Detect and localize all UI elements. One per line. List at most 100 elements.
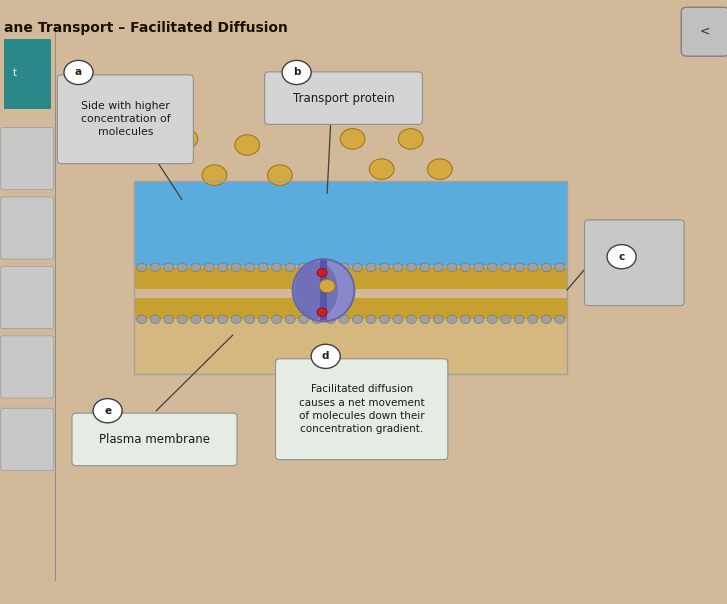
Circle shape: [406, 263, 417, 272]
Circle shape: [528, 263, 538, 272]
Text: <: <: [700, 25, 710, 38]
Circle shape: [271, 263, 281, 272]
Text: Side with higher
concentration of
molecules: Side with higher concentration of molecu…: [81, 101, 170, 138]
Text: e: e: [104, 406, 111, 416]
Bar: [320, 260, 327, 320]
Circle shape: [607, 245, 636, 269]
Circle shape: [177, 263, 188, 272]
Circle shape: [474, 315, 484, 324]
FancyBboxPatch shape: [1, 408, 54, 471]
Circle shape: [190, 315, 201, 324]
Circle shape: [433, 263, 443, 272]
Circle shape: [258, 263, 268, 272]
FancyBboxPatch shape: [276, 359, 448, 460]
Text: d: d: [322, 352, 329, 361]
Circle shape: [235, 135, 260, 155]
Circle shape: [317, 308, 327, 316]
Circle shape: [555, 263, 565, 272]
Circle shape: [311, 344, 340, 368]
Bar: [134, 181, 567, 374]
Circle shape: [173, 129, 198, 149]
Circle shape: [514, 315, 524, 324]
Text: Plasma membrane: Plasma membrane: [99, 433, 210, 446]
Bar: [134, 268, 567, 289]
Circle shape: [268, 165, 292, 185]
Circle shape: [93, 399, 122, 423]
Text: a: a: [75, 68, 82, 77]
Circle shape: [164, 263, 174, 272]
Circle shape: [460, 263, 470, 272]
Circle shape: [427, 159, 452, 179]
Circle shape: [487, 263, 497, 272]
Text: b: b: [293, 68, 300, 77]
Circle shape: [379, 263, 390, 272]
Circle shape: [190, 263, 201, 272]
Circle shape: [137, 263, 147, 272]
Circle shape: [244, 315, 254, 324]
Circle shape: [202, 165, 227, 185]
Circle shape: [313, 375, 334, 392]
Circle shape: [501, 263, 511, 272]
Circle shape: [204, 315, 214, 324]
Circle shape: [299, 315, 309, 324]
Circle shape: [369, 159, 394, 179]
FancyBboxPatch shape: [681, 7, 727, 56]
Circle shape: [64, 60, 93, 85]
Circle shape: [339, 315, 349, 324]
FancyBboxPatch shape: [1, 336, 54, 398]
Circle shape: [335, 375, 356, 392]
Text: Facilitated diffusion
causes a net movement
of molecules down their
concentratio: Facilitated diffusion causes a net movem…: [299, 384, 425, 434]
FancyBboxPatch shape: [1, 266, 54, 329]
Circle shape: [393, 315, 403, 324]
Circle shape: [379, 315, 390, 324]
Circle shape: [501, 315, 511, 324]
FancyBboxPatch shape: [265, 72, 422, 124]
Text: ane Transport – Facilitated Diffusion: ane Transport – Facilitated Diffusion: [4, 21, 287, 35]
Bar: [134, 320, 567, 374]
Circle shape: [312, 263, 322, 272]
Circle shape: [285, 315, 295, 324]
Circle shape: [244, 263, 254, 272]
Circle shape: [353, 315, 363, 324]
Circle shape: [217, 315, 228, 324]
Circle shape: [299, 263, 309, 272]
Circle shape: [282, 60, 311, 85]
Circle shape: [231, 263, 241, 272]
Circle shape: [150, 263, 161, 272]
Circle shape: [164, 315, 174, 324]
Circle shape: [433, 315, 443, 324]
FancyBboxPatch shape: [1, 197, 54, 259]
Circle shape: [340, 129, 365, 149]
Circle shape: [217, 263, 228, 272]
Circle shape: [137, 315, 147, 324]
Circle shape: [541, 315, 551, 324]
Circle shape: [366, 315, 376, 324]
FancyBboxPatch shape: [72, 413, 237, 466]
Circle shape: [447, 315, 457, 324]
Bar: [134, 298, 567, 320]
Circle shape: [460, 315, 470, 324]
Circle shape: [514, 263, 524, 272]
Circle shape: [366, 263, 376, 272]
Circle shape: [317, 269, 327, 277]
Text: t: t: [13, 68, 17, 77]
FancyBboxPatch shape: [57, 75, 193, 164]
Text: c: c: [619, 252, 624, 262]
Circle shape: [474, 263, 484, 272]
Circle shape: [177, 315, 188, 324]
Circle shape: [541, 263, 551, 272]
Circle shape: [326, 263, 336, 272]
Circle shape: [271, 315, 281, 324]
Circle shape: [204, 263, 214, 272]
Circle shape: [487, 315, 497, 324]
Circle shape: [555, 315, 565, 324]
Text: Transport protein: Transport protein: [293, 92, 394, 104]
Circle shape: [353, 263, 363, 272]
Circle shape: [150, 315, 161, 324]
FancyBboxPatch shape: [585, 220, 684, 306]
Circle shape: [420, 315, 430, 324]
Circle shape: [393, 263, 403, 272]
Circle shape: [528, 315, 538, 324]
Circle shape: [398, 129, 423, 149]
Circle shape: [231, 315, 241, 324]
